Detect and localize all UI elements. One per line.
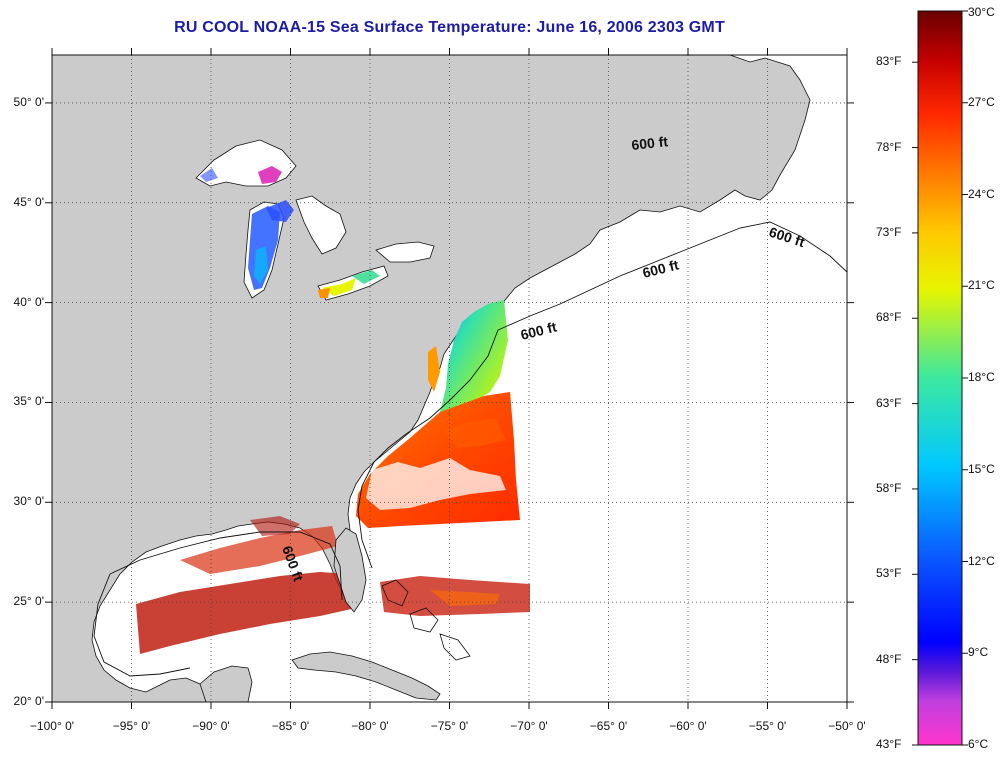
fahrenheit-label: 73°F [876, 224, 902, 239]
fahrenheit-label: 43°F [876, 737, 902, 751]
lat-tick-label: 35° 0' [13, 394, 44, 409]
bahamas-outlines [381, 579, 471, 661]
celsius-label: 30°C [968, 5, 995, 19]
land-cuba [291, 651, 441, 701]
axis-ticks [45, 48, 854, 709]
lon-tick-label: −80° 0' [351, 719, 389, 733]
lat-tick-label: 25° 0' [13, 594, 44, 609]
isobath-600ft-gulf [93, 531, 343, 677]
lat-tick-label: 30° 0' [13, 494, 44, 509]
fahrenheit-label: 83°F [876, 54, 902, 69]
fahrenheit-label: 48°F [876, 651, 902, 666]
fahrenheit-label: 63°F [876, 395, 902, 410]
cloud-gaps [366, 458, 506, 510]
lat-tick-label: 20° 0' [13, 694, 44, 708]
contour-label-1: 600 ft [631, 133, 669, 153]
celsius-label: 27°C [968, 94, 995, 109]
lon-tick-label: −70° 0' [510, 719, 548, 733]
celsius-label: 24°C [968, 186, 995, 201]
land-yucatan [199, 665, 253, 702]
fahrenheit-label: 78°F [876, 139, 902, 154]
lon-tick-label: −60° 0' [669, 719, 707, 733]
lon-tick-label: −55° 0' [748, 719, 787, 733]
celsius-label: 9°C [968, 645, 989, 660]
celsius-label: 21°C [968, 278, 995, 293]
chesapeake-sst [428, 346, 440, 392]
lon-tick-label: −90° 0' [192, 719, 230, 733]
graticule-grid [52, 55, 847, 702]
isobath-600ft-south [357, 329, 499, 569]
celsius-label: 18°C [968, 370, 995, 384]
lat-tick-label: 50° 0' [13, 94, 44, 109]
celsius-label: 15°C [968, 461, 995, 476]
lon-tick-label: −100° 0' [29, 719, 75, 733]
celsius-label: 6°C [968, 737, 989, 751]
fahrenheit-label: 53°F [876, 566, 902, 581]
fahrenheit-label: 68°F [876, 310, 902, 325]
fahrenheit-label: 58°F [876, 480, 902, 495]
colorbar-ticks [912, 10, 968, 746]
shelf-sst-data [440, 300, 508, 420]
land-florida [333, 527, 367, 613]
lon-tick-label: −95° 0' [112, 719, 151, 733]
lon-tick-label: −75° 0' [430, 719, 469, 733]
isobath-600ft-north [497, 221, 847, 331]
colorbar [917, 10, 963, 746]
lon-tick-label: −50° 0' [828, 719, 866, 733]
map-title: RU COOL NOAA-15 Sea Surface Temperature:… [174, 19, 725, 36]
lat-tick-label: 45° 0' [13, 194, 44, 209]
lake-sst-data [200, 166, 380, 298]
gulf-sst-bands [136, 516, 530, 654]
lat-tick-label: 40° 0' [13, 294, 44, 309]
lon-tick-label: −85° 0' [271, 719, 310, 733]
lon-tick-label: −65° 0' [589, 719, 628, 733]
celsius-label: 12°C [968, 553, 995, 568]
